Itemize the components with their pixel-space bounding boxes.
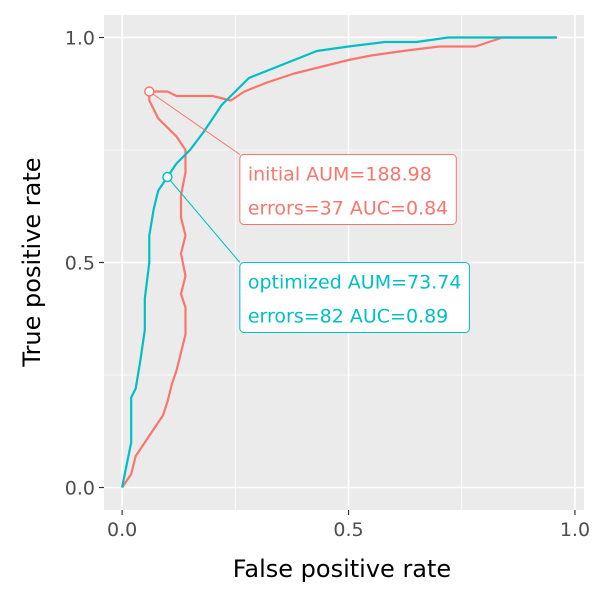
annotation-label-initial: initial AUM=188.98 (248, 164, 432, 186)
annotation-box-optimized (239, 262, 470, 333)
y-tick-label: 0.0 (65, 478, 95, 500)
y-axis-title: True positive rate (18, 157, 46, 367)
annotation-label-optimized: optimized AUM=73.74 (248, 272, 462, 294)
annotation-connector-initial (148, 91, 241, 155)
annotation-connector-optimized (167, 176, 241, 263)
x-tick-label: 1.0 (560, 519, 590, 541)
x-axis-title: False positive rate (233, 555, 451, 583)
y-tick-label: 0.5 (65, 253, 95, 275)
x-tick-label: 0.5 (333, 519, 363, 541)
annotation-layer: initial AUM=188.98 errors=37 AUC=0.84 opti… (144, 86, 470, 333)
annotation-label-initial: errors=37 AUC=0.84 (248, 198, 448, 220)
highlight-point-optimized (162, 171, 173, 183)
annotation-label-optimized: errors=82 AUC=0.89 (248, 306, 448, 328)
y-tick-label: 1.0 (65, 28, 95, 50)
highlight-point-initial (144, 86, 155, 97)
series-line-initial (121, 36, 557, 489)
series-layer (121, 36, 557, 489)
annotation-box-initial (239, 154, 457, 225)
axes: 0.0 0.5 1.0 0.0 0.5 1.0 (65, 28, 590, 542)
x-tick-label: 0.0 (107, 519, 137, 541)
series-line-optimized (121, 36, 557, 488)
